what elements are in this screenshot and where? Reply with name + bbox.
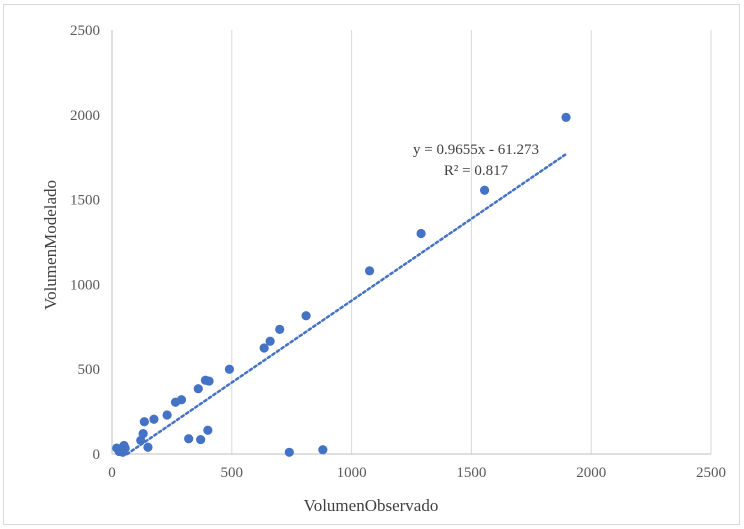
y-tick-label: 1500 [70, 193, 100, 209]
y-tick-label: 0 [93, 447, 101, 463]
data-point [176, 395, 187, 405]
chart-frame: 0 500 1000 1500 2000 2500 0 500 1000 1500 2000 2500… [3, 4, 740, 525]
trendline-equation: y = 0.9655x - 61.273 [413, 142, 539, 158]
data-point [162, 410, 172, 420]
x-axis-title: VolumenObservado [304, 496, 439, 515]
data-points [112, 112, 571, 457]
x-tick-label: 0 [108, 465, 116, 481]
data-point [149, 414, 159, 424]
trendline-layer [125, 152, 568, 456]
x-tick-label: 1000 [337, 465, 367, 481]
data-point [193, 384, 203, 394]
data-point [364, 266, 375, 276]
data-point [138, 429, 148, 439]
data-point [275, 324, 285, 334]
data-point [196, 434, 206, 445]
scatter-chart: 0 500 1000 1500 2000 2500 0 500 1000 1500 2000 2500… [41, 23, 726, 515]
trendline [125, 152, 568, 456]
data-point [416, 228, 426, 239]
x-tick-label: 500 [221, 465, 244, 481]
grid-layer [231, 30, 712, 454]
data-point [561, 112, 571, 122]
axis-layer [111, 30, 711, 455]
data-point [139, 417, 149, 427]
data-point [259, 343, 269, 353]
data-point [318, 445, 328, 455]
data-point [284, 447, 294, 457]
data-point [184, 434, 194, 444]
data-point [143, 442, 153, 452]
x-tick-label: 1500 [456, 465, 486, 481]
x-tick-label: 2000 [576, 465, 606, 481]
y-tick-label: 2000 [70, 108, 100, 124]
data-point [204, 376, 214, 386]
data-point [301, 311, 311, 321]
data-point [203, 425, 213, 435]
tick-labels: 0 500 1000 1500 2000 2500 0 500 1000 1500 2000 2500 [70, 23, 726, 481]
y-tick-label: 2500 [70, 23, 100, 39]
y-axis-title: VolumenModelado [41, 180, 60, 310]
y-tick-label: 1000 [70, 277, 100, 293]
x-tick-label: 2500 [696, 465, 726, 481]
data-point [479, 185, 490, 195]
data-point [224, 364, 235, 374]
y-tick-label: 500 [78, 362, 101, 378]
data-point [120, 443, 130, 453]
data-point [265, 336, 275, 346]
trendline-r-squared: R² = 0.817 [444, 163, 509, 179]
